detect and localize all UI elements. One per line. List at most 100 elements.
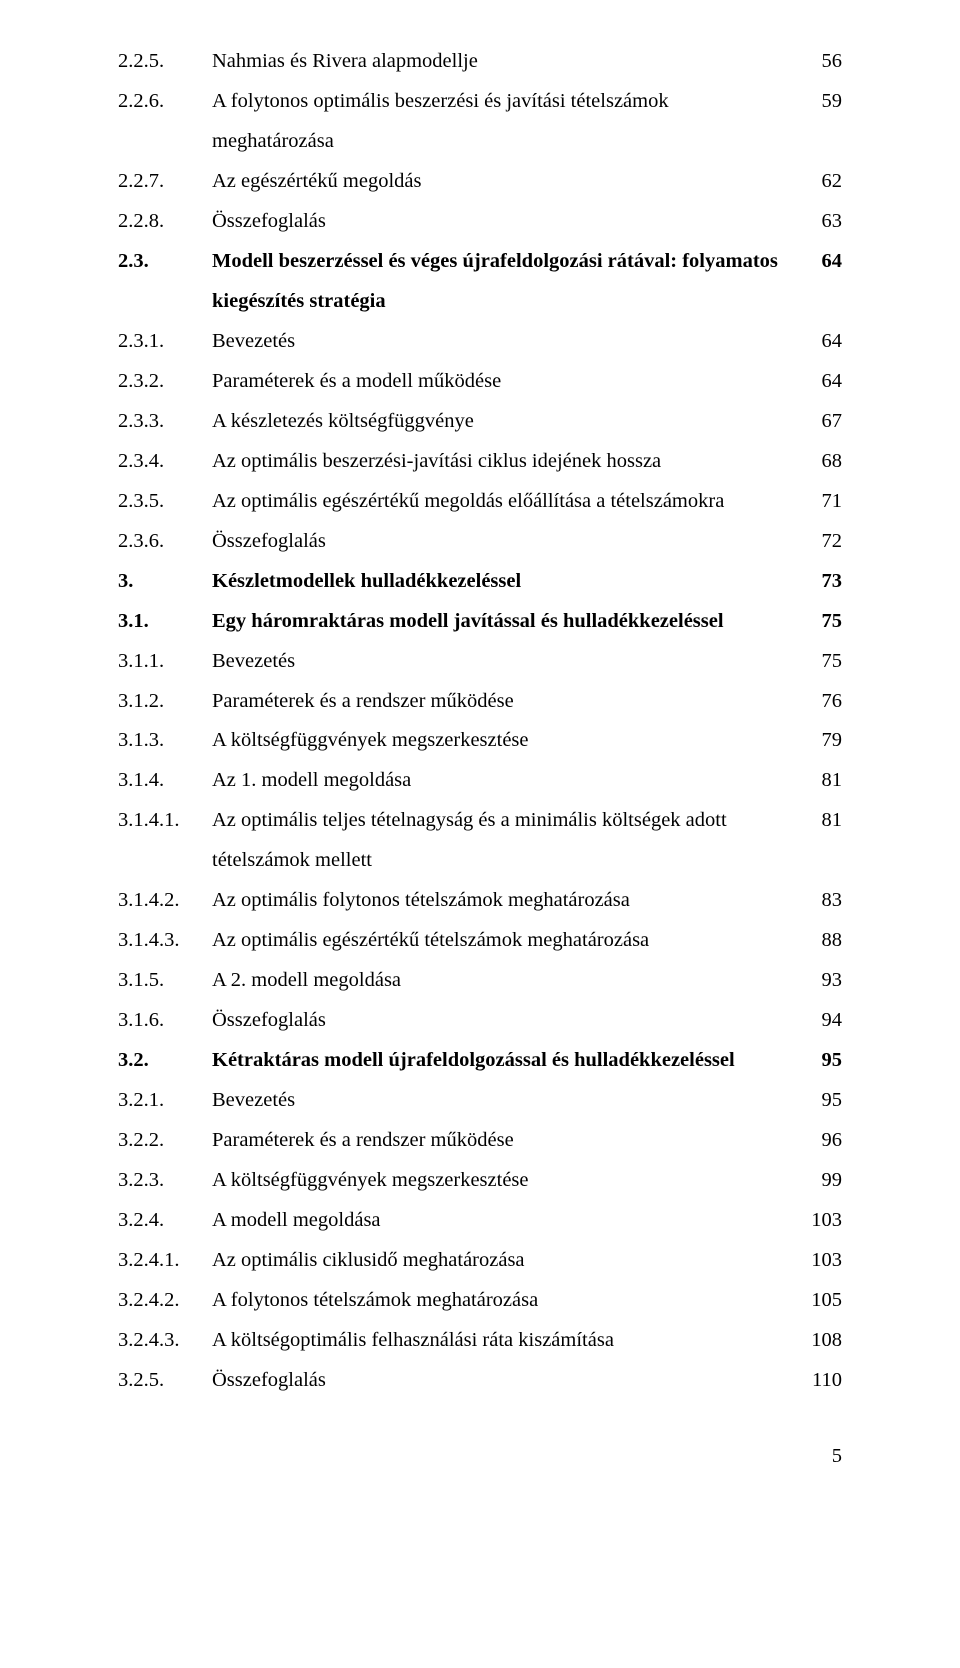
toc-title: Az egészértékű megoldás <box>212 162 802 202</box>
toc-title: A modell megoldása <box>212 1201 802 1241</box>
toc-page: 64 <box>802 322 842 362</box>
toc-title: Paraméterek és a rendszer működése <box>212 682 802 722</box>
toc-title: A készletezés költségfüggvénye <box>212 402 802 442</box>
toc-row: 2.2.6.A folytonos optimális beszerzési é… <box>118 82 842 162</box>
toc-row: 3.2.5.Összefoglalás110 <box>118 1361 842 1401</box>
toc-number: 2.3.3. <box>118 402 212 442</box>
toc-number: 3.1.2. <box>118 682 212 722</box>
toc-page: 103 <box>802 1241 842 1281</box>
toc-row: 3.1.4.2.Az optimális folytonos tételszám… <box>118 881 842 921</box>
toc-title: Bevezetés <box>212 642 802 682</box>
toc-page: 67 <box>802 402 842 442</box>
toc-title: Modell beszerzéssel és véges újrafeldolg… <box>212 242 802 322</box>
toc-title: Az optimális ciklusidő meghatározása <box>212 1241 802 1281</box>
toc-row: 3.2.4.2.A folytonos tételszámok meghatár… <box>118 1281 842 1321</box>
toc-number: 3.1.6. <box>118 1001 212 1041</box>
toc-page: 83 <box>802 881 842 921</box>
toc-number: 2.2.5. <box>118 42 212 82</box>
toc-page: 93 <box>802 961 842 1001</box>
toc-row: 3.2.2.Paraméterek és a rendszer működése… <box>118 1121 842 1161</box>
toc-title: Összefoglalás <box>212 1361 802 1401</box>
toc-number: 2.3.6. <box>118 522 212 562</box>
toc-row: 3.1.4.Az 1. modell megoldása81 <box>118 761 842 801</box>
page-number: 5 <box>832 1445 842 1467</box>
toc-number: 3.1.4.3. <box>118 921 212 961</box>
toc-number: 3.1.3. <box>118 721 212 761</box>
toc-page: 108 <box>802 1321 842 1361</box>
toc-title: Bevezetés <box>212 1081 802 1121</box>
toc-page: 68 <box>802 442 842 482</box>
toc-row: 3.1.1.Bevezetés75 <box>118 642 842 682</box>
toc-page: 81 <box>802 801 842 841</box>
toc-row: 2.3.1.Bevezetés64 <box>118 322 842 362</box>
toc-page: 64 <box>802 242 842 282</box>
toc-row: 3.1.6.Összefoglalás94 <box>118 1001 842 1041</box>
toc-title: Az optimális beszerzési-javítási ciklus … <box>212 442 802 482</box>
toc-number: 3.2.4.1. <box>118 1241 212 1281</box>
toc-page: 75 <box>802 642 842 682</box>
toc-row: 2.3.Modell beszerzéssel és véges újrafel… <box>118 242 842 322</box>
toc-page: 64 <box>802 362 842 402</box>
toc-title: A folytonos optimális beszerzési és javí… <box>212 82 802 162</box>
toc-title: Készletmodellek hulladékkezeléssel <box>212 562 802 602</box>
toc-title: Az 1. modell megoldása <box>212 761 802 801</box>
toc-row: 3.2.4.1.Az optimális ciklusidő meghatáro… <box>118 1241 842 1281</box>
toc-number: 2.3.4. <box>118 442 212 482</box>
page-footer: 5 <box>118 1401 842 1477</box>
toc-row: 3.1.4.1.Az optimális teljes tételnagyság… <box>118 801 842 881</box>
toc-page: 63 <box>802 202 842 242</box>
toc-number: 3.1.4.2. <box>118 881 212 921</box>
toc-title: Paraméterek és a rendszer működése <box>212 1121 802 1161</box>
toc-row: 3.1.2.Paraméterek és a rendszer működése… <box>118 682 842 722</box>
toc-number: 2.3. <box>118 242 212 282</box>
toc-title: Az optimális teljes tételnagyság és a mi… <box>212 801 802 881</box>
table-of-contents: 2.2.5.Nahmias és Rivera alapmodellje562.… <box>118 42 842 1401</box>
toc-title: Kétraktáras modell újrafeldolgozással és… <box>212 1041 802 1081</box>
toc-row: 2.2.8.Összefoglalás63 <box>118 202 842 242</box>
toc-row: 2.3.2.Paraméterek és a modell működése64 <box>118 362 842 402</box>
toc-page: 56 <box>802 42 842 82</box>
toc-title: A költségoptimális felhasználási ráta ki… <box>212 1321 802 1361</box>
toc-page: 88 <box>802 921 842 961</box>
toc-row: 3.1.Egy háromraktáras modell javítással … <box>118 602 842 642</box>
toc-title: Az optimális folytonos tételszámok megha… <box>212 881 802 921</box>
toc-title: Nahmias és Rivera alapmodellje <box>212 42 802 82</box>
toc-title: Paraméterek és a modell működése <box>212 362 802 402</box>
toc-title: Bevezetés <box>212 322 802 362</box>
toc-number: 2.3.2. <box>118 362 212 402</box>
toc-title: Összefoglalás <box>212 522 802 562</box>
toc-number: 3.1.1. <box>118 642 212 682</box>
toc-number: 2.3.1. <box>118 322 212 362</box>
toc-number: 2.3.5. <box>118 482 212 522</box>
toc-row: 3.2.3.A költségfüggvények megszerkesztés… <box>118 1161 842 1201</box>
toc-number: 3.2.1. <box>118 1081 212 1121</box>
toc-number: 2.2.7. <box>118 162 212 202</box>
toc-number: 2.2.6. <box>118 82 212 122</box>
toc-title: Összefoglalás <box>212 202 802 242</box>
toc-number: 3.2.4.3. <box>118 1321 212 1361</box>
toc-title: A folytonos tételszámok meghatározása <box>212 1281 802 1321</box>
toc-row: 3.2.1.Bevezetés95 <box>118 1081 842 1121</box>
toc-number: 3.1.5. <box>118 961 212 1001</box>
toc-title: Egy háromraktáras modell javítással és h… <box>212 602 802 642</box>
toc-page: 94 <box>802 1001 842 1041</box>
toc-row: 2.3.6.Összefoglalás72 <box>118 522 842 562</box>
toc-page: 76 <box>802 682 842 722</box>
toc-row: 3.Készletmodellek hulladékkezeléssel73 <box>118 562 842 602</box>
toc-page: 79 <box>802 721 842 761</box>
toc-page: 71 <box>802 482 842 522</box>
toc-row: 3.2.Kétraktáras modell újrafeldolgozássa… <box>118 1041 842 1081</box>
toc-title: A költségfüggvények megszerkesztése <box>212 1161 802 1201</box>
toc-row: 3.1.4.3.Az optimális egészértékű tételsz… <box>118 921 842 961</box>
toc-row: 3.2.4.A modell megoldása103 <box>118 1201 842 1241</box>
toc-row: 3.1.5.A 2. modell megoldása93 <box>118 961 842 1001</box>
toc-number: 3.2.4.2. <box>118 1281 212 1321</box>
toc-number: 2.2.8. <box>118 202 212 242</box>
toc-row: 2.2.5.Nahmias és Rivera alapmodellje56 <box>118 42 842 82</box>
toc-title: Az optimális egészértékű megoldás előáll… <box>212 482 802 522</box>
toc-page: 73 <box>802 562 842 602</box>
toc-row: 3.1.3.A költségfüggvények megszerkesztés… <box>118 721 842 761</box>
toc-page: 105 <box>802 1281 842 1321</box>
toc-title: Az optimális egészértékű tételszámok meg… <box>212 921 802 961</box>
toc-row: 2.3.3.A készletezés költségfüggvénye67 <box>118 402 842 442</box>
